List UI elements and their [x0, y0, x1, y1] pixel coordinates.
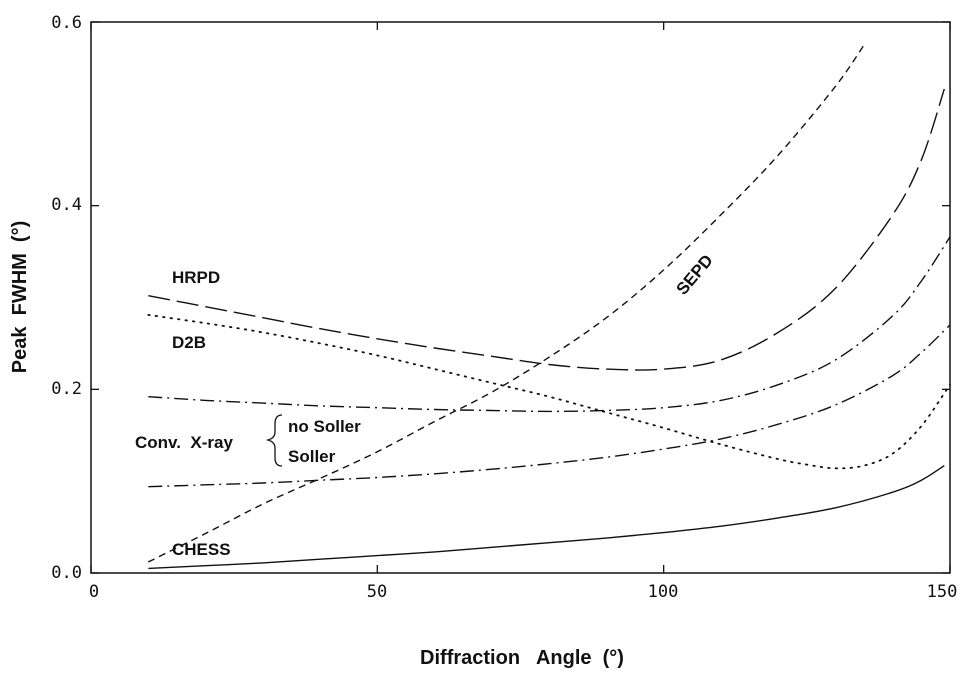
label-chess: CHESS [172, 540, 231, 559]
x-tick-label: 100 [648, 582, 679, 602]
y-tick-label: 0.2 [51, 379, 82, 399]
label-hrpd: HRPD [172, 268, 220, 287]
series-chess [148, 465, 945, 570]
series-hrpd [148, 88, 945, 371]
y-tick-label: 0.0 [51, 563, 82, 583]
label-no-soller: no Soller [288, 417, 361, 436]
series-d2b [147, 314, 951, 470]
brace-icon [265, 414, 283, 467]
label-d2b: D2B [172, 333, 206, 352]
label-conv-xray: Conv. X-ray [135, 433, 233, 452]
series-sepd [147, 44, 865, 563]
x-tick-label: 150 [927, 582, 958, 602]
y-tick-label: 0.6 [51, 13, 82, 33]
series-group [147, 44, 951, 570]
y-tick-label: 0.4 [51, 195, 82, 215]
plot-frame [90, 21, 951, 574]
y-axis-label: Peak FWHM (°) [9, 221, 31, 373]
label-sepd: SEPD [673, 251, 717, 299]
x-tick-label: 50 [367, 582, 387, 602]
series-conv-x-ray-no-soller [148, 236, 951, 413]
x-tick-label: 0 [89, 582, 99, 602]
x-axis-label: Diffraction Angle (°) [420, 647, 624, 669]
label-soller: Soller [288, 447, 336, 466]
series-conv-x-ray-soller [148, 324, 951, 488]
